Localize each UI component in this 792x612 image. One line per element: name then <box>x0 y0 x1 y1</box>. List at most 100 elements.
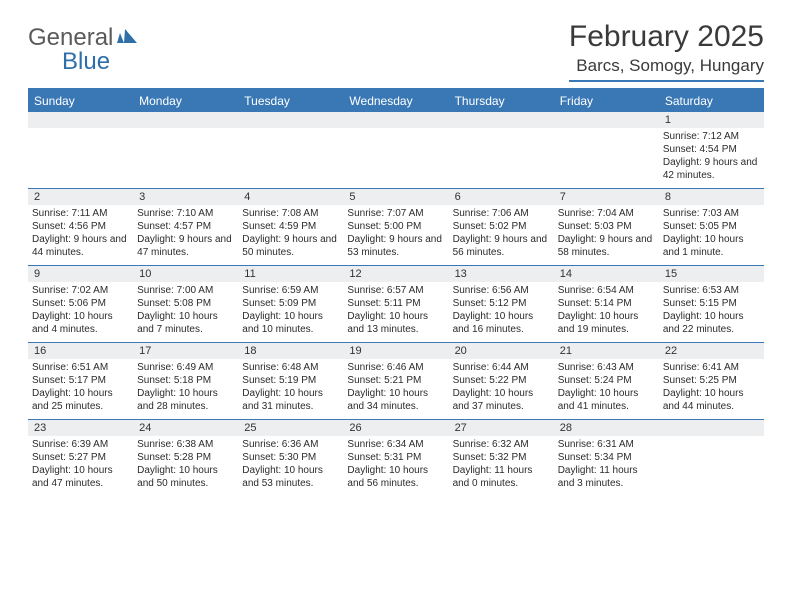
week-row: Sunrise: 7:12 AMSunset: 4:54 PMDaylight:… <box>28 128 764 189</box>
week-row: Sunrise: 6:51 AMSunset: 5:17 PMDaylight:… <box>28 359 764 420</box>
sunset-line: Sunset: 5:08 PM <box>137 297 234 310</box>
daylight-line: Daylight: 10 hours and 16 minutes. <box>453 310 550 336</box>
day-cell: Sunrise: 6:44 AMSunset: 5:22 PMDaylight:… <box>449 359 554 420</box>
day-cell: Sunrise: 6:32 AMSunset: 5:32 PMDaylight:… <box>449 436 554 496</box>
day-number <box>28 112 133 128</box>
daylight-line: Daylight: 10 hours and 44 minutes. <box>663 387 760 413</box>
day-number: 4 <box>238 189 343 206</box>
dayhead-thu: Thursday <box>449 90 554 112</box>
day-cell: Sunrise: 6:48 AMSunset: 5:19 PMDaylight:… <box>238 359 343 420</box>
day-cell: Sunrise: 6:46 AMSunset: 5:21 PMDaylight:… <box>343 359 448 420</box>
sunrise-line: Sunrise: 6:36 AM <box>242 438 339 451</box>
week-row: Sunrise: 7:02 AMSunset: 5:06 PMDaylight:… <box>28 282 764 343</box>
day-cell <box>238 128 343 189</box>
day-cell: Sunrise: 7:10 AMSunset: 4:57 PMDaylight:… <box>133 205 238 266</box>
sunrise-line: Sunrise: 6:41 AM <box>663 361 760 374</box>
daylight-line: Daylight: 9 hours and 42 minutes. <box>663 156 760 182</box>
daylight-line: Daylight: 9 hours and 44 minutes. <box>32 233 129 259</box>
sunrise-line: Sunrise: 6:57 AM <box>347 284 444 297</box>
title-block: February 2025 Barcs, Somogy, Hungary <box>569 20 764 82</box>
calendar-body: 1Sunrise: 7:12 AMSunset: 4:54 PMDaylight… <box>28 112 764 496</box>
daylight-line: Daylight: 10 hours and 41 minutes. <box>558 387 655 413</box>
day-cell: Sunrise: 7:08 AMSunset: 4:59 PMDaylight:… <box>238 205 343 266</box>
sunrise-line: Sunrise: 6:39 AM <box>32 438 129 451</box>
day-number: 9 <box>28 266 133 283</box>
day-number: 18 <box>238 343 343 360</box>
day-cell: Sunrise: 6:57 AMSunset: 5:11 PMDaylight:… <box>343 282 448 343</box>
sunset-line: Sunset: 5:12 PM <box>453 297 550 310</box>
day-number: 22 <box>659 343 764 360</box>
day-number <box>449 112 554 128</box>
logo-text-blue: Blue <box>62 48 110 75</box>
dayhead-tue: Tuesday <box>238 90 343 112</box>
sunset-line: Sunset: 5:22 PM <box>453 374 550 387</box>
sunset-line: Sunset: 5:21 PM <box>347 374 444 387</box>
day-number: 13 <box>449 266 554 283</box>
daylight-line: Daylight: 9 hours and 58 minutes. <box>558 233 655 259</box>
dayhead-sun: Sunday <box>28 90 133 112</box>
daylight-line: Daylight: 10 hours and 37 minutes. <box>453 387 550 413</box>
sunset-line: Sunset: 4:56 PM <box>32 220 129 233</box>
day-number: 15 <box>659 266 764 283</box>
day-number <box>343 112 448 128</box>
calendar-page: General February 2025 Barcs, Somogy, Hun… <box>0 0 792 506</box>
day-cell: Sunrise: 7:11 AMSunset: 4:56 PMDaylight:… <box>28 205 133 266</box>
sunrise-line: Sunrise: 7:02 AM <box>32 284 129 297</box>
sunrise-line: Sunrise: 6:49 AM <box>137 361 234 374</box>
daylight-line: Daylight: 11 hours and 0 minutes. <box>453 464 550 490</box>
day-number: 8 <box>659 189 764 206</box>
day-cell <box>28 128 133 189</box>
daylight-line: Daylight: 10 hours and 47 minutes. <box>32 464 129 490</box>
daylight-line: Daylight: 10 hours and 25 minutes. <box>32 387 129 413</box>
daylight-line: Daylight: 10 hours and 13 minutes. <box>347 310 444 336</box>
sunrise-line: Sunrise: 6:53 AM <box>663 284 760 297</box>
day-cell: Sunrise: 6:56 AMSunset: 5:12 PMDaylight:… <box>449 282 554 343</box>
sunset-line: Sunset: 5:31 PM <box>347 451 444 464</box>
day-number: 25 <box>238 420 343 437</box>
sunrise-line: Sunrise: 6:32 AM <box>453 438 550 451</box>
sunset-line: Sunset: 5:05 PM <box>663 220 760 233</box>
daylight-line: Daylight: 10 hours and 56 minutes. <box>347 464 444 490</box>
month-title: February 2025 <box>569 20 764 54</box>
daylight-line: Daylight: 10 hours and 31 minutes. <box>242 387 339 413</box>
day-number: 3 <box>133 189 238 206</box>
sunrise-line: Sunrise: 6:56 AM <box>453 284 550 297</box>
day-cell: Sunrise: 7:06 AMSunset: 5:02 PMDaylight:… <box>449 205 554 266</box>
sunrise-line: Sunrise: 7:12 AM <box>663 130 760 143</box>
day-cell: Sunrise: 6:39 AMSunset: 5:27 PMDaylight:… <box>28 436 133 496</box>
day-number-row: 1 <box>28 112 764 128</box>
sunset-line: Sunset: 5:02 PM <box>453 220 550 233</box>
day-number: 6 <box>449 189 554 206</box>
day-number: 20 <box>449 343 554 360</box>
sunset-line: Sunset: 4:54 PM <box>663 143 760 156</box>
day-cell: Sunrise: 6:31 AMSunset: 5:34 PMDaylight:… <box>554 436 659 496</box>
sunrise-line: Sunrise: 7:03 AM <box>663 207 760 220</box>
day-cell <box>449 128 554 189</box>
sunset-line: Sunset: 5:19 PM <box>242 374 339 387</box>
day-number <box>133 112 238 128</box>
day-cell: Sunrise: 7:02 AMSunset: 5:06 PMDaylight:… <box>28 282 133 343</box>
calendar-table: Sunday Monday Tuesday Wednesday Thursday… <box>28 90 764 496</box>
day-number-row: 9101112131415 <box>28 266 764 283</box>
day-cell: Sunrise: 6:38 AMSunset: 5:28 PMDaylight:… <box>133 436 238 496</box>
sunrise-line: Sunrise: 6:38 AM <box>137 438 234 451</box>
day-number: 16 <box>28 343 133 360</box>
day-number <box>554 112 659 128</box>
sunrise-line: Sunrise: 7:08 AM <box>242 207 339 220</box>
daylight-line: Daylight: 10 hours and 19 minutes. <box>558 310 655 336</box>
dayhead-fri: Friday <box>554 90 659 112</box>
sunrise-line: Sunrise: 6:51 AM <box>32 361 129 374</box>
sunset-line: Sunset: 5:28 PM <box>137 451 234 464</box>
header: General February 2025 Barcs, Somogy, Hun… <box>28 20 764 82</box>
day-number: 1 <box>659 112 764 128</box>
sunrise-line: Sunrise: 7:00 AM <box>137 284 234 297</box>
sunrise-line: Sunrise: 6:44 AM <box>453 361 550 374</box>
daylight-line: Daylight: 10 hours and 7 minutes. <box>137 310 234 336</box>
daylight-line: Daylight: 10 hours and 1 minute. <box>663 233 760 259</box>
dayhead-wed: Wednesday <box>343 90 448 112</box>
day-cell: Sunrise: 7:03 AMSunset: 5:05 PMDaylight:… <box>659 205 764 266</box>
sunset-line: Sunset: 5:03 PM <box>558 220 655 233</box>
dayhead-sat: Saturday <box>659 90 764 112</box>
sunset-line: Sunset: 4:57 PM <box>137 220 234 233</box>
day-number-row: 232425262728 <box>28 420 764 437</box>
